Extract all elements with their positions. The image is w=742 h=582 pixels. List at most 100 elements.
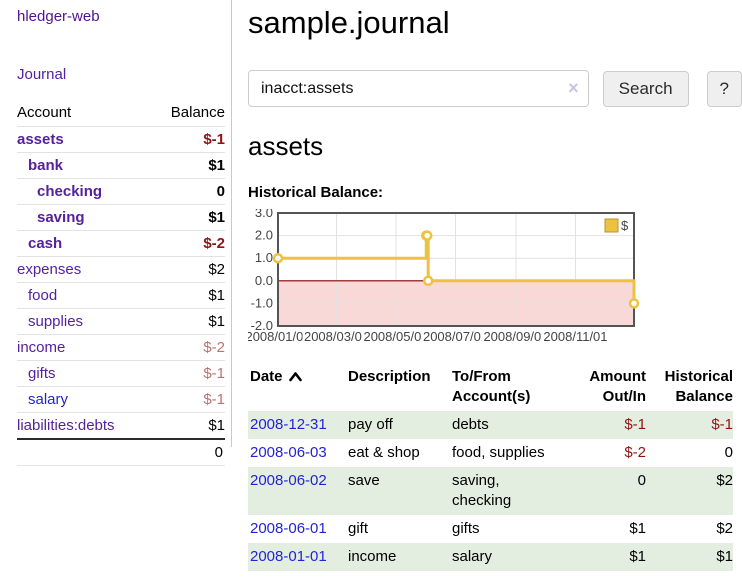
description-cell: gift (348, 520, 369, 537)
account-balance: $-1 (203, 131, 225, 148)
account-balance: $-2 (203, 339, 225, 356)
sidebar-account-row: bank $1 (17, 152, 225, 178)
page-title: sample.journal (248, 5, 450, 40)
account-link[interactable]: income (17, 339, 66, 356)
balance-column-header-main: Historical Balance (664, 368, 733, 405)
account-table-header: Account Balance (17, 99, 225, 127)
transaction-date-link[interactable]: 2008-12-31 (250, 416, 327, 433)
sidebar-account-row: food $1 (17, 282, 225, 308)
help-button[interactable]: ? (706, 70, 742, 107)
svg-text:-1.0: -1.0 (251, 295, 273, 310)
account-link[interactable]: bank (28, 157, 64, 174)
nav-journal-link[interactable]: Journal (17, 66, 67, 83)
description-column-header: Description (348, 368, 431, 385)
svg-text:2008/07/01: 2008/07/01 (423, 329, 488, 344)
account-balance-table: Account Balance assets $-1 bank $1 checking 0… (17, 99, 225, 466)
account-balance: $1 (208, 157, 225, 174)
account-link[interactable]: salary (28, 391, 69, 408)
sidebar-account-row: checking 0 (17, 178, 225, 204)
description-cell: eat & shop (348, 444, 420, 461)
description-cell: pay off (348, 416, 393, 433)
account-link[interactable]: liabilities:debts (17, 417, 115, 434)
account-link[interactable]: supplies (28, 313, 84, 330)
svg-text:2008/09/01: 2008/09/01 (483, 329, 548, 344)
sidebar-account-row: gifts $-1 (17, 360, 225, 386)
amount-cell: $1 (629, 548, 646, 565)
balance-column-header: Balance (170, 104, 225, 121)
register-rows: 2008-12-31 pay off debts $-1 $-1 2008-06-03 ea… (248, 411, 733, 571)
account-link[interactable]: gifts (28, 365, 56, 382)
sidebar-account-row: liabilities:debts $1 (17, 412, 225, 438)
transaction-row: 2008-01-01 income salary $1 $1 (248, 543, 733, 571)
sidebar: hledger-web Journal Account Balance asse… (0, 0, 232, 466)
transaction-date-link[interactable]: 2008-06-01 (250, 520, 327, 537)
main-content: sample.journal × Search ? assets Histori… (232, 0, 742, 571)
search-input[interactable] (248, 70, 589, 107)
svg-text:2008/11/01: 2008/11/01 (543, 329, 607, 344)
account-balance: 0 (216, 183, 225, 200)
transaction-date-link[interactable]: 2008-06-03 (250, 444, 327, 461)
date-column-header[interactable]: Date (248, 363, 346, 411)
date-cell: 2008-06-02 (248, 467, 346, 515)
svg-text:2008/01/01: 2008/01/01 (248, 329, 311, 344)
description-cell: income (348, 548, 397, 565)
balance-cell: $1 (716, 548, 733, 565)
svg-text:2008/05/01: 2008/05/01 (363, 329, 428, 344)
balance-cell: $2 (716, 520, 733, 537)
clear-search-icon[interactable]: × (568, 78, 579, 98)
account-link[interactable]: food (28, 287, 58, 304)
account-balance: $2 (208, 261, 225, 278)
account-column-header: Account (17, 104, 72, 121)
transaction-date-link[interactable]: 2008-01-01 (250, 548, 327, 565)
description-cell: save (348, 472, 380, 489)
app-brand-link[interactable]: hledger-web (17, 8, 100, 25)
svg-text:3.0: 3.0 (255, 209, 273, 220)
historical-balance-chart: $3.0 2.0 1.0 0.0 -1.0 -2.0 2008/01/01 2008/03/0… (244, 205, 742, 349)
sidebar-account-row: expenses $2 (17, 256, 225, 282)
account-balance: $-2 (203, 235, 225, 252)
date-cell: 2008-06-03 (248, 439, 346, 467)
balance-cell: $2 (716, 472, 733, 489)
accounts-cell: food, supplies (452, 444, 545, 461)
accounts-cell: salary (452, 548, 493, 565)
account-balance: $-1 (203, 391, 225, 408)
account-link[interactable]: expenses (17, 261, 82, 278)
svg-text:2.0: 2.0 (255, 228, 273, 243)
account-link[interactable]: assets (17, 131, 64, 148)
search-input-wrap: × (248, 70, 589, 107)
search-bar: × Search ? (248, 70, 742, 107)
search-button[interactable]: Search (602, 70, 689, 107)
sidebar-account-row: supplies $1 (17, 308, 225, 334)
amount-column-header: Amount Out/In (589, 368, 646, 405)
svg-text:2008/03/01: 2008/03/01 (304, 329, 369, 344)
date-cell: 2008-06-01 (248, 515, 346, 543)
date-cell: 2008-12-31 (248, 411, 346, 439)
account-heading: assets (248, 131, 324, 161)
sidebar-account-row: assets $-1 (17, 127, 225, 152)
svg-text:0.0: 0.0 (255, 273, 273, 288)
transaction-date-link[interactable]: 2008-06-02 (250, 472, 327, 489)
chart-canvas: $3.0 2.0 1.0 0.0 -1.0 -2.02008/01/012008/03/0… (244, 205, 640, 344)
account-balance: $1 (208, 209, 225, 226)
transaction-row: 2008-06-01 gift gifts $1 $2 (248, 515, 733, 543)
account-balance: $1 (208, 313, 225, 330)
account-link[interactable]: saving (37, 209, 85, 226)
account-balance: $1 (208, 417, 225, 434)
svg-text:-2.0: -2.0 (251, 318, 273, 333)
chart-title: Historical Balance: (248, 184, 384, 201)
register-table: Date Description To/From Account(s) Amou… (248, 363, 733, 571)
accounts-column-header: To/From Account(s) (452, 368, 531, 405)
transaction-row: 2008-12-31 pay off debts $-1 $-1 (248, 411, 733, 439)
accounts-cell: saving, checking (452, 472, 512, 509)
sidebar-account-rows: assets $-1 bank $1 checking 0 saving $1 cash $-2 e… (17, 127, 225, 438)
sort-ascending-icon (288, 372, 302, 382)
accounts-cell: debts (452, 416, 489, 433)
date-cell: 2008-01-01 (248, 543, 346, 571)
account-balance: $-1 (203, 365, 225, 382)
account-link[interactable]: checking (37, 183, 103, 200)
svg-text:$: $ (621, 218, 629, 233)
account-link[interactable]: cash (28, 235, 63, 252)
sidebar-total-row: 0 (17, 438, 225, 466)
sidebar-account-row: saving $1 (17, 204, 225, 230)
svg-text:1.0: 1.0 (255, 250, 273, 265)
